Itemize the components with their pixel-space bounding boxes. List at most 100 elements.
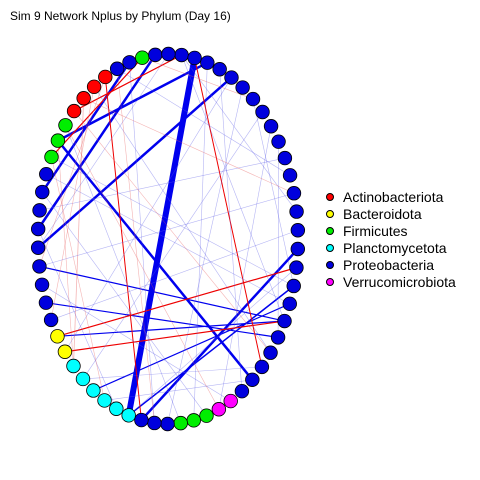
- network-node: [286, 186, 302, 201]
- network-edge: [57, 320, 285, 337]
- network-node: [97, 393, 112, 408]
- legend-swatch: [326, 277, 334, 286]
- network-node: [147, 415, 162, 431]
- legend-swatch: [326, 209, 334, 218]
- network-edge: [83, 97, 295, 194]
- network-node: [43, 312, 59, 328]
- legend-item: Verrucomicrobiota: [326, 273, 456, 290]
- network-edge: [73, 54, 182, 112]
- network-node: [76, 91, 91, 106]
- node-layer: [30, 46, 306, 432]
- network-node: [174, 47, 189, 63]
- legend-swatch: [326, 243, 334, 252]
- network-node: [245, 372, 260, 387]
- network-node: [200, 55, 215, 70]
- network-node: [199, 408, 214, 423]
- network-node: [289, 260, 304, 275]
- network-edge: [181, 54, 297, 212]
- network-node: [160, 416, 175, 432]
- network-node: [86, 79, 102, 95]
- network-edge: [116, 68, 155, 424]
- network-node: [66, 103, 82, 119]
- network-edge: [37, 76, 233, 249]
- network-node: [121, 408, 136, 423]
- network-node: [98, 69, 113, 85]
- network-node: [289, 204, 304, 219]
- network-edge: [57, 61, 208, 142]
- network-node: [290, 223, 306, 238]
- network-edge: [125, 57, 198, 416]
- legend-swatch: [326, 192, 334, 201]
- network-node: [270, 330, 286, 345]
- network-node: [211, 402, 227, 417]
- legend-label: Actinobacteriota: [343, 188, 444, 205]
- network-edge: [116, 68, 291, 176]
- network-node: [109, 401, 124, 416]
- network-edge: [46, 173, 290, 305]
- network-node: [50, 329, 65, 344]
- network-edge: [252, 98, 295, 287]
- network-node: [263, 119, 279, 134]
- network-edge: [82, 111, 263, 380]
- network-edge: [41, 61, 131, 193]
- network-edge: [37, 228, 117, 409]
- network-edge: [51, 156, 294, 287]
- network-edge: [50, 229, 298, 321]
- network-node: [212, 62, 227, 77]
- legend-item: Firmicutes: [326, 222, 456, 239]
- network-edge: [128, 285, 295, 416]
- network-node: [134, 412, 149, 428]
- network-node: [263, 345, 278, 360]
- legend-label: Bacteroidota: [343, 205, 422, 222]
- network-edge: [39, 76, 106, 267]
- network-node: [286, 278, 301, 294]
- network-edge: [104, 379, 253, 401]
- network-edge: [65, 125, 220, 410]
- legend-swatch: [326, 260, 334, 269]
- network-edge: [50, 86, 95, 320]
- network-node: [135, 50, 150, 65]
- network-node: [109, 61, 125, 76]
- network-node: [282, 296, 297, 312]
- network-node: [277, 150, 293, 166]
- network-edge: [57, 267, 297, 337]
- network-node: [290, 241, 306, 257]
- network-node: [58, 118, 73, 133]
- legend-label: Firmicutes: [343, 222, 408, 239]
- network-edge: [51, 156, 105, 401]
- network-node: [224, 70, 239, 85]
- legend-item: Bacteroidota: [326, 205, 456, 222]
- network-edge: [64, 77, 232, 352]
- edge-layer: [37, 53, 299, 425]
- network-node: [245, 91, 261, 107]
- legend-item: Proteobacteria: [326, 256, 456, 273]
- network-edge: [142, 57, 254, 100]
- legend-label: Proteobacteria: [343, 256, 435, 273]
- network-node: [255, 104, 270, 120]
- network-node: [235, 80, 250, 95]
- legend-item: Planctomycetota: [326, 239, 456, 256]
- network-node: [50, 133, 66, 148]
- plot-title: Sim 9 Network Nplus by Phylum (Day 16): [10, 9, 231, 23]
- network-node: [223, 393, 238, 409]
- legend: Actinobacteriota Bacteroidota Firmicutes Pl…: [326, 188, 456, 290]
- network-edge: [51, 57, 143, 158]
- network-edge: [128, 267, 297, 416]
- legend-item: Actinobacteriota: [326, 188, 456, 205]
- network-node: [38, 295, 54, 310]
- network-node: [234, 383, 250, 399]
- network-edge: [37, 53, 169, 248]
- network-node: [35, 184, 50, 200]
- network-node: [44, 149, 59, 165]
- network-node: [57, 344, 73, 359]
- network-edge: [45, 302, 279, 338]
- network-node: [173, 415, 188, 431]
- network-node: [30, 240, 46, 255]
- network-edge: [42, 191, 207, 416]
- network-node: [75, 371, 91, 387]
- network-edge: [181, 54, 285, 322]
- network-edge: [39, 265, 285, 322]
- network-node: [161, 46, 176, 62]
